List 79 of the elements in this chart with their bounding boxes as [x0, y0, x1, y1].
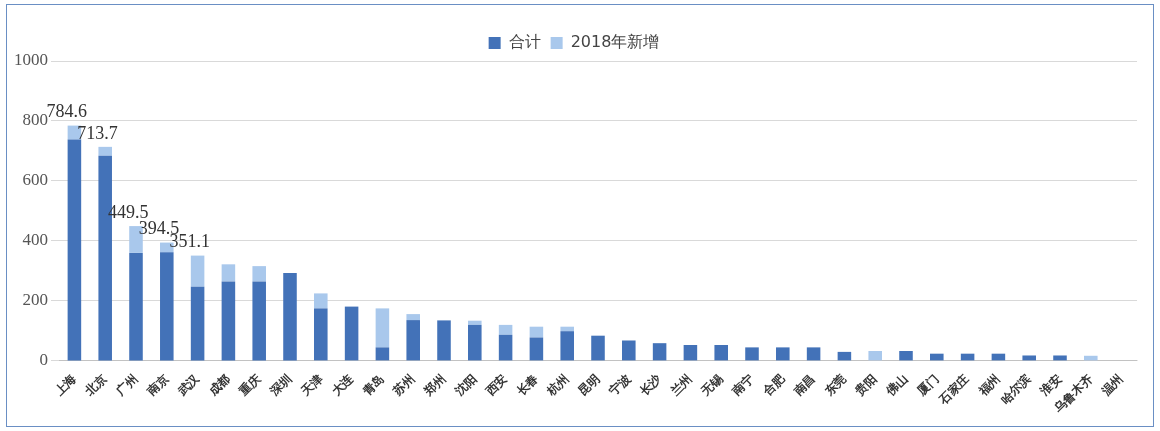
x-tick-label: 合肥: [759, 370, 788, 399]
bar: [683, 344, 698, 361]
x-tick-label: 深圳: [266, 371, 295, 399]
x-tick-label: 南宁: [728, 371, 757, 399]
x-tick-label: 无锡: [697, 371, 726, 399]
bar: [930, 353, 944, 361]
legend-label: 2018年新增: [570, 32, 660, 52]
bar: [344, 306, 359, 361]
bar: [498, 334, 513, 361]
bar: [468, 324, 482, 361]
x-tick-label: 贵阳: [851, 371, 880, 399]
x-tick-label: 昆明: [575, 371, 603, 399]
y-tick-label: 600: [22, 170, 48, 190]
x-tick-label: 大连: [329, 370, 357, 399]
x-tick-label: 苏州: [389, 371, 418, 399]
bar: [283, 273, 297, 361]
bar: [375, 347, 390, 361]
bar: [1084, 355, 1098, 361]
bar: [745, 347, 759, 361]
x-tick-label: 长沙: [636, 370, 665, 399]
bar: [560, 326, 574, 332]
x-tick-label: 南昌: [790, 371, 818, 399]
x-tick-label: 上海: [51, 371, 79, 399]
y-tick-label: 800: [22, 110, 48, 130]
x-tick-label: 青岛: [359, 371, 387, 399]
bar: [252, 281, 266, 361]
legend-label: 合计: [508, 32, 541, 52]
bar: [899, 350, 913, 361]
x-tick-label: 成都: [205, 371, 233, 399]
x-tick-label: 北京: [81, 371, 110, 399]
x-tick-label: 佛山: [882, 371, 911, 399]
y-tick-label: 400: [22, 230, 48, 250]
bar: [468, 320, 482, 325]
bar: [529, 337, 544, 361]
x-tick-label: 东莞: [821, 371, 849, 399]
bar: [652, 343, 667, 361]
bar: [591, 335, 605, 361]
bar: [714, 344, 728, 361]
bar: [314, 308, 328, 361]
x-tick-label: 温州: [1098, 371, 1126, 399]
bar: [806, 347, 821, 361]
bar: [190, 286, 205, 361]
x-tick-label: 长春: [513, 371, 541, 399]
bar: [98, 146, 112, 156]
bar: [221, 281, 236, 361]
bar: [129, 252, 143, 361]
y-tick-label: 0: [39, 350, 48, 370]
bar: [314, 293, 328, 309]
bar: [406, 314, 420, 321]
x-tick-label: 南京: [143, 371, 172, 399]
bar: [406, 320, 420, 361]
bar: [160, 252, 174, 361]
x-tick-label: 广州: [112, 371, 141, 399]
bar: [498, 324, 513, 335]
bar: [437, 320, 451, 361]
y-tick-label: 200: [22, 290, 48, 310]
bar: [776, 347, 790, 361]
x-tick-label: 郑州: [420, 371, 449, 399]
x-tick-label: 西安: [482, 371, 510, 399]
bar: [837, 351, 852, 361]
bar: [868, 350, 882, 361]
x-tick-label: 兰州: [667, 371, 695, 399]
bar: [1022, 355, 1036, 361]
x-tick-label: 杭州: [543, 371, 572, 399]
x-tick-label: 沈阳: [451, 371, 480, 399]
bar: [252, 266, 266, 282]
bar: [560, 331, 574, 361]
y-tick-label: 1000: [14, 50, 48, 70]
bar: [190, 255, 205, 287]
bar: [67, 139, 82, 361]
bar: [1053, 355, 1067, 361]
total-label: 713.7: [77, 122, 118, 143]
bar: [375, 308, 390, 348]
x-tick-label: 宁波: [606, 370, 634, 399]
x-tick-label: 重庆: [235, 371, 264, 399]
x-tick-label: 武汉: [174, 370, 203, 399]
bar: [221, 264, 236, 282]
x-tick-label: 天津: [297, 371, 326, 399]
bar: [622, 340, 636, 361]
